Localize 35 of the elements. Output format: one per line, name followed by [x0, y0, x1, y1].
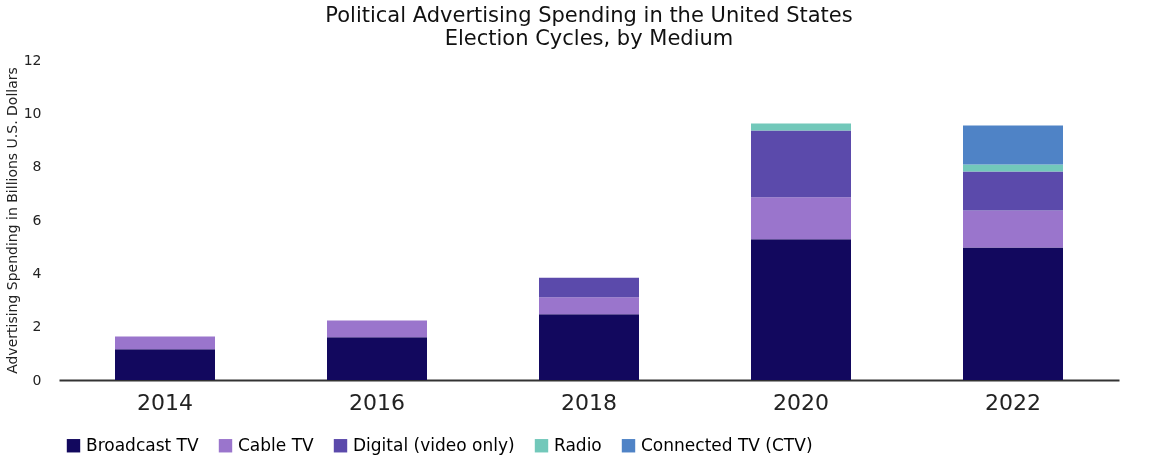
bar [751, 197, 851, 240]
bar [751, 123, 851, 131]
y-axis-title: Advertising Spending in Billions U.S. Dollars [3, 67, 20, 374]
bar [115, 349, 215, 380]
x-tick-label: 2020 [773, 389, 829, 415]
bar [539, 314, 639, 380]
x-tick-label: 2014 [137, 389, 193, 415]
bar [963, 247, 1063, 380]
x-tick-label: 2018 [561, 389, 617, 415]
y-tick-label: 0 [32, 371, 42, 388]
legend-label: Cable TV [238, 434, 315, 455]
y-tick-label: 2 [32, 318, 42, 335]
text: Election Cycles, by Medium [444, 26, 734, 50]
y-tick-label: 6 [32, 211, 42, 228]
bar [327, 320, 427, 338]
legend-label: Digital (video only) [353, 434, 515, 455]
y-tick-label: 12 [23, 51, 42, 68]
bar [539, 277, 639, 298]
bar [751, 239, 851, 380]
bar [327, 337, 427, 380]
x-tick-label: 2022 [985, 389, 1041, 415]
bar [751, 130, 851, 198]
y-tick-label: 10 [23, 104, 42, 121]
legend-label: Radio [554, 434, 602, 455]
y-tick-label: 8 [32, 158, 42, 175]
x-tick-label: 2016 [349, 389, 405, 415]
text: Political Advertising Spending in the United States [325, 3, 853, 27]
y-tick-label: 4 [32, 264, 42, 281]
bar [115, 336, 215, 350]
bar [963, 171, 1063, 211]
legend-label: Broadcast TV [86, 434, 199, 455]
bar [539, 297, 639, 315]
legend-label: Connected TV (CTV) [641, 434, 813, 455]
bar [963, 210, 1063, 248]
bar [963, 125, 1063, 165]
